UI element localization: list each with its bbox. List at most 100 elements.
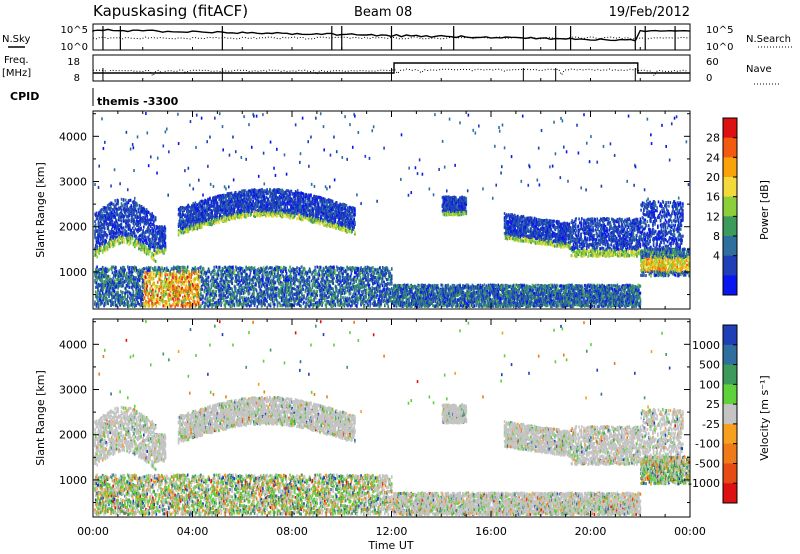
- power-cell: [99, 268, 101, 271]
- power-cell: [108, 207, 110, 210]
- power-cell: [123, 297, 125, 300]
- power-cell: [115, 225, 117, 228]
- power-cell: [144, 296, 146, 299]
- power-cell: [186, 289, 188, 292]
- power-cell: [209, 208, 211, 211]
- power-cell: [144, 239, 146, 242]
- power-cell: [101, 294, 103, 297]
- power-cell: [158, 268, 160, 271]
- power-cell: [202, 296, 204, 299]
- power-cell: [97, 276, 99, 279]
- power-cell: [119, 182, 121, 185]
- power-cell: [166, 128, 168, 131]
- power-cell: [168, 150, 170, 153]
- power-cell: [97, 296, 99, 299]
- power-cell: [137, 135, 139, 138]
- power-cell: [206, 140, 208, 143]
- power-cell: [128, 305, 130, 308]
- power-cell: [195, 283, 197, 286]
- power-cell: [131, 273, 133, 276]
- power-cell: [135, 210, 137, 213]
- power-cell: [165, 245, 167, 248]
- power-cell: [135, 244, 137, 247]
- power-cell: [132, 143, 134, 146]
- power-cell: [153, 272, 155, 275]
- power-cell: [143, 245, 145, 248]
- power-cell: [140, 227, 142, 230]
- power-cell: [190, 276, 192, 279]
- power-cell: [183, 304, 185, 307]
- nsky-right-tick-top: 10^5: [706, 25, 733, 36]
- power-cell: [125, 202, 127, 205]
- power-cell: [122, 236, 124, 239]
- power-cell: [153, 229, 155, 232]
- power-cell: [97, 217, 99, 220]
- power-cell: [103, 234, 105, 237]
- power-cell: [194, 272, 196, 275]
- power-cell: [153, 269, 155, 272]
- power-cell: [202, 301, 204, 304]
- power-cell: [123, 241, 125, 244]
- power-cell: [95, 286, 97, 289]
- power-cell: [122, 266, 124, 269]
- power-cell: [128, 219, 130, 222]
- power-cell: [96, 284, 98, 287]
- power-cell: [147, 281, 149, 284]
- power-cell: [97, 234, 99, 237]
- power-cell: [187, 266, 189, 269]
- power-cell: [143, 276, 145, 279]
- power-cell: [137, 301, 139, 304]
- power-cell: [117, 211, 119, 214]
- power-cell: [134, 197, 136, 200]
- power-cell: [140, 287, 142, 290]
- power-cell: [150, 225, 152, 228]
- power-cell: [139, 279, 141, 282]
- power-cell: [211, 286, 213, 289]
- power-cell: [105, 240, 107, 243]
- power-cell: [172, 280, 174, 283]
- power-cell: [153, 295, 155, 298]
- power-cell: [110, 240, 112, 243]
- power-cell: [144, 268, 146, 271]
- power-cell: [156, 305, 158, 308]
- power-cell: [182, 211, 184, 214]
- power-cell: [197, 227, 199, 230]
- power-cell: [95, 223, 97, 226]
- power-cell: [181, 266, 183, 269]
- power-cell: [110, 223, 112, 226]
- power-cell: [208, 276, 210, 279]
- power-cell: [128, 228, 130, 231]
- power-cell: [131, 294, 133, 297]
- power-cell: [101, 300, 103, 303]
- power-cell: [159, 242, 161, 245]
- power-cell: [198, 206, 200, 209]
- power-cell: [210, 279, 212, 282]
- power-cell: [118, 224, 120, 227]
- power-cell: [149, 290, 151, 293]
- station-title: Kapuskasing (fitACF): [93, 2, 248, 20]
- power-cell: [131, 278, 133, 281]
- power-cell: [201, 218, 203, 221]
- power-cell: [126, 131, 128, 134]
- power-cell: [149, 223, 151, 226]
- power-cell: [103, 275, 105, 278]
- power-cell: [149, 269, 151, 272]
- power-cell: [169, 273, 171, 276]
- power-cell: [158, 249, 160, 252]
- power-cell: [111, 265, 113, 268]
- nsearch-label: N.Search: [746, 34, 791, 45]
- power-cell: [119, 219, 121, 222]
- power-cell: [200, 304, 202, 307]
- power-cell: [133, 213, 135, 216]
- power-cell: [126, 204, 128, 207]
- power-cell: [178, 234, 180, 237]
- power-cell: [181, 276, 183, 279]
- power-cell: [205, 214, 207, 217]
- power-cell: [148, 253, 150, 256]
- power-cell: [124, 232, 126, 235]
- power-cell: [193, 211, 195, 214]
- power-cell: [96, 274, 98, 277]
- power-cell: [133, 217, 135, 220]
- power-cell: [110, 184, 112, 187]
- freq-left-tick-bottom: 8: [74, 73, 80, 84]
